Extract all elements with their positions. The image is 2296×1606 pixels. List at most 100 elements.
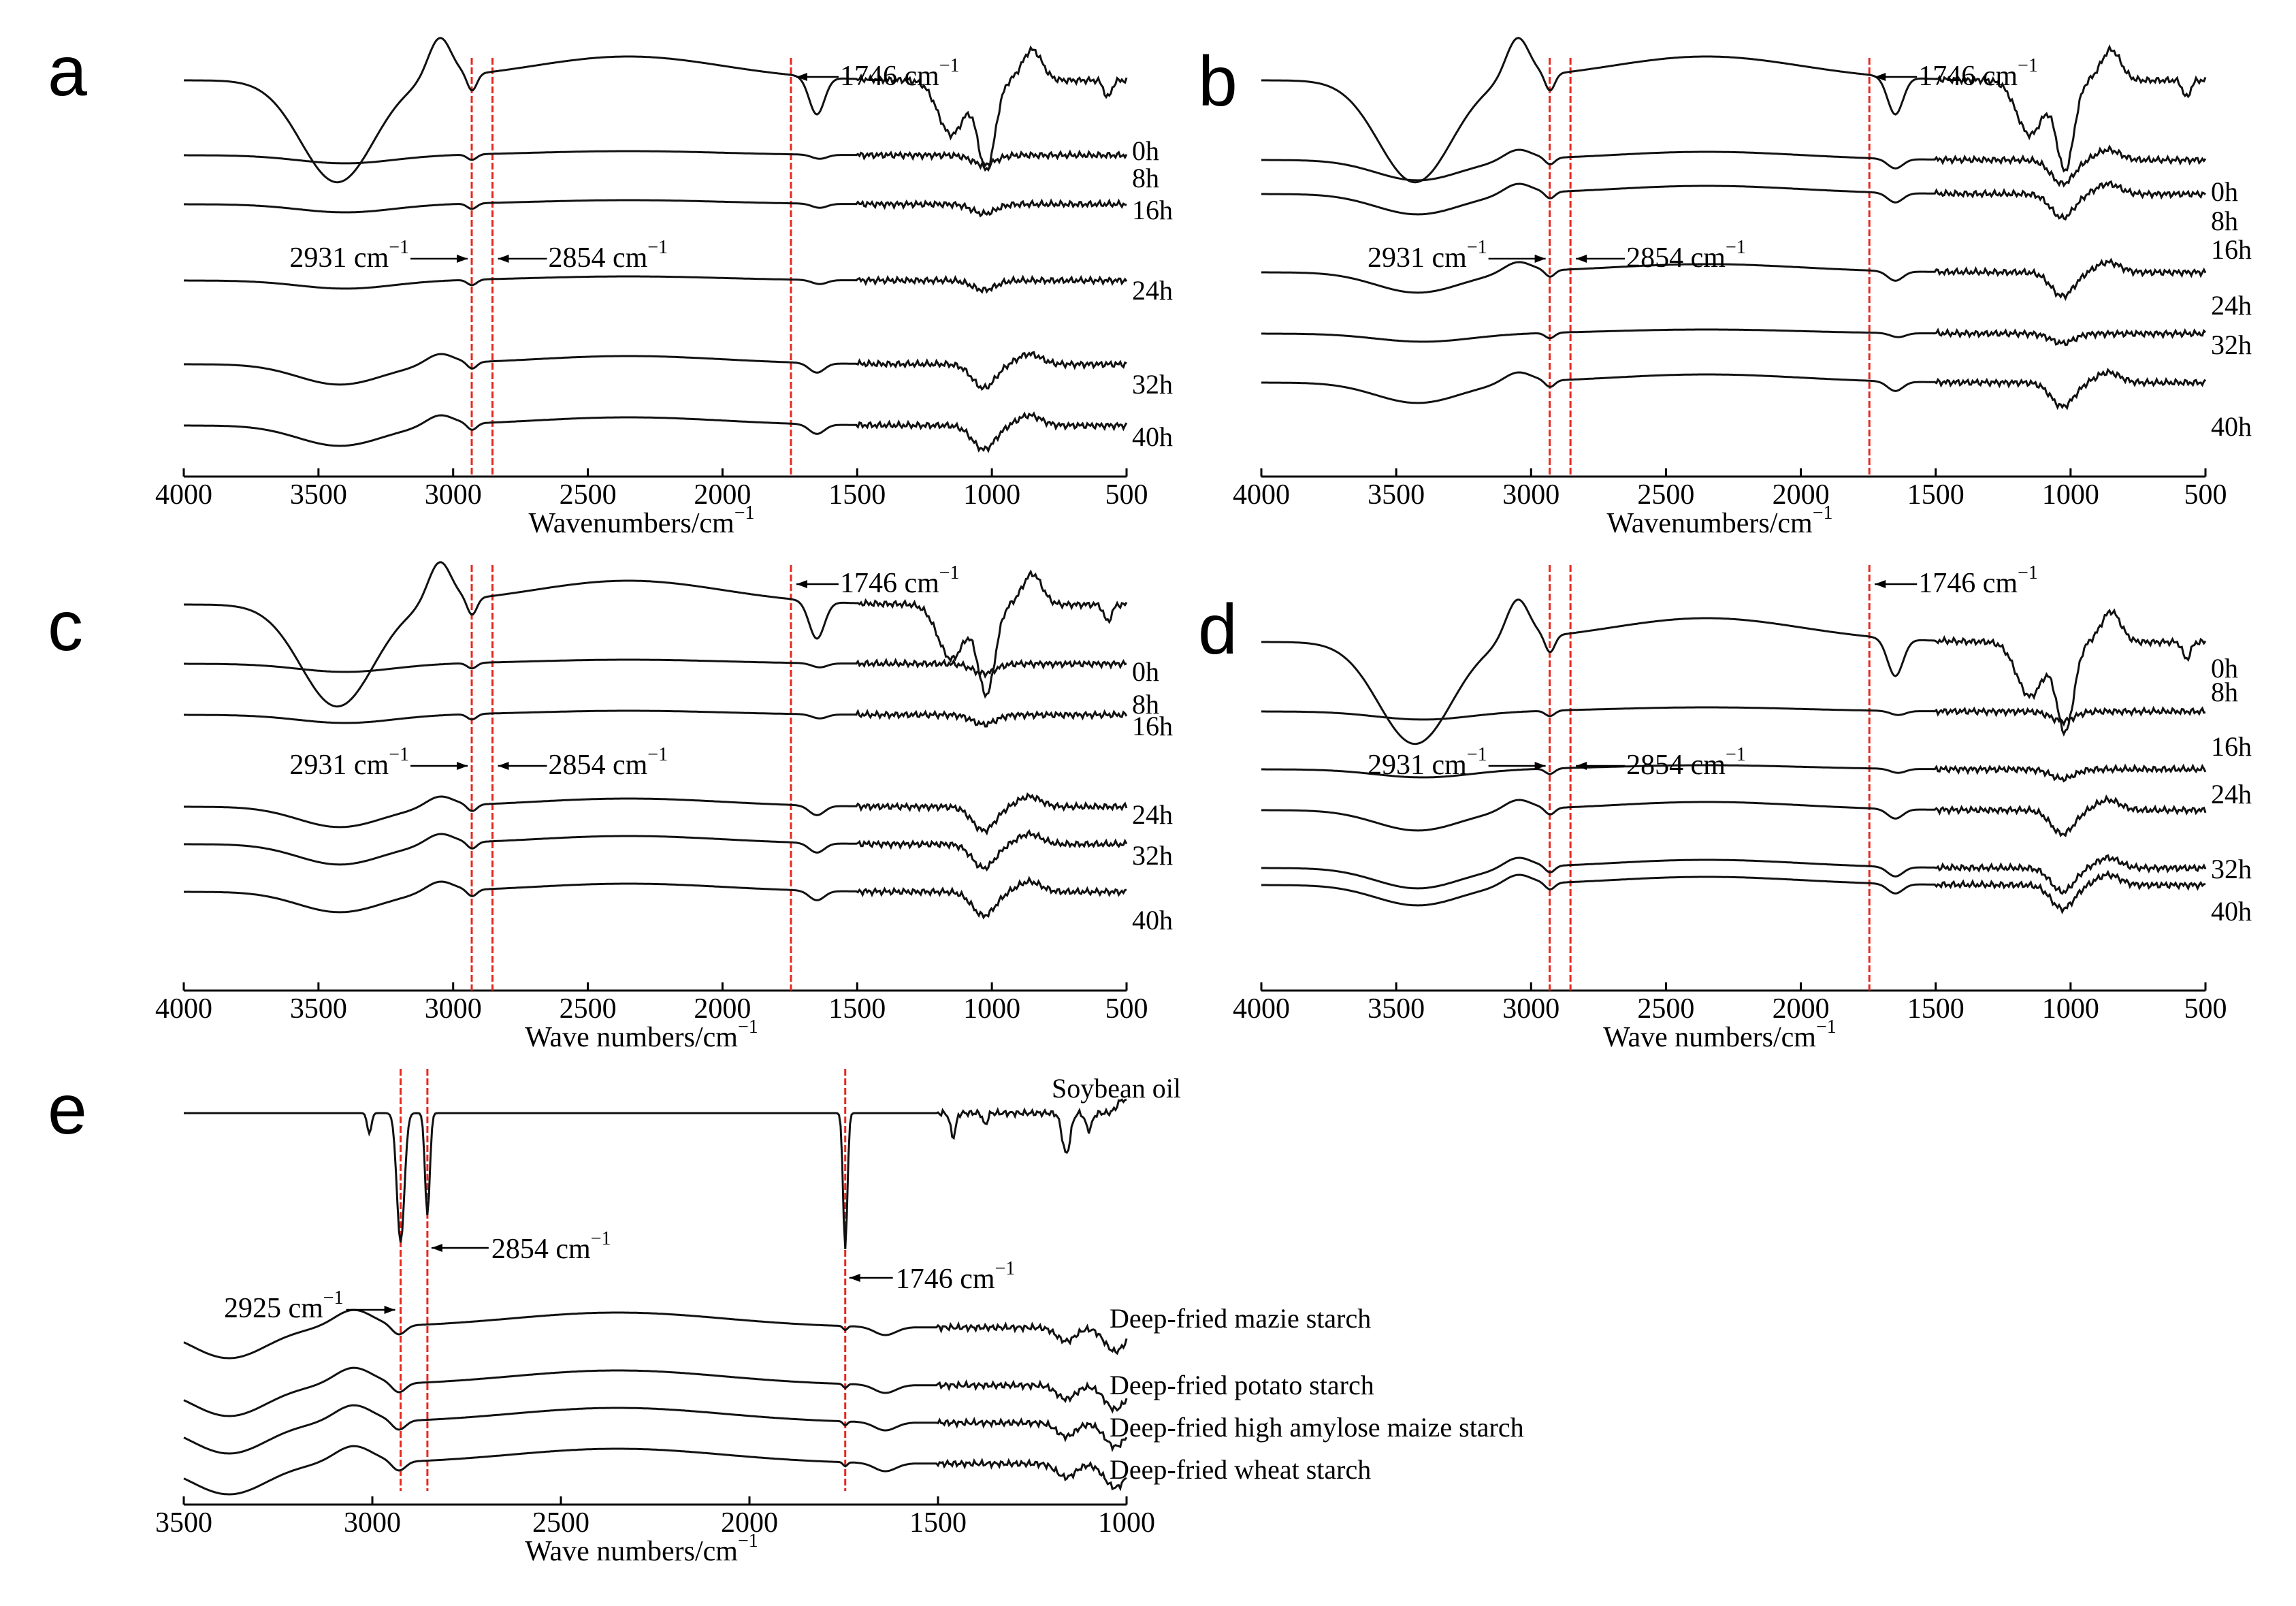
x-tick-label: 3000 bbox=[425, 479, 482, 511]
x-tick-label: 2000 bbox=[694, 479, 751, 511]
series-label: 24h bbox=[1132, 799, 1173, 830]
spectrum-32h bbox=[1261, 854, 2207, 895]
x-tick-label: 1000 bbox=[2042, 993, 2099, 1025]
x-tick-label: 3500 bbox=[290, 993, 347, 1025]
spectrum-24h bbox=[1261, 794, 2207, 837]
series-label: 8h bbox=[2211, 206, 2238, 236]
series-label: 32h bbox=[1132, 369, 1173, 400]
spectrum-8h bbox=[1261, 144, 2207, 188]
x-tick-label: 1500 bbox=[828, 993, 886, 1025]
series-label: 16h bbox=[1132, 711, 1173, 741]
annotation-label: 1746 cm−1 bbox=[1918, 562, 2038, 599]
x-tick-label: 500 bbox=[1105, 993, 1148, 1025]
spectrum-8h bbox=[1261, 705, 2206, 727]
panel-letter-a: a bbox=[48, 32, 87, 111]
series-label: 32h bbox=[2211, 330, 2252, 360]
spectrum-24h bbox=[184, 792, 1128, 836]
x-tick-label: 1500 bbox=[1907, 479, 1964, 511]
annotation-label: 2931 cm−1 bbox=[1368, 744, 1487, 781]
series-label: 0h bbox=[2211, 653, 2238, 684]
series-label: 24h bbox=[1132, 275, 1173, 306]
arrow-head-icon bbox=[457, 762, 468, 770]
x-tick-label: 2500 bbox=[560, 993, 617, 1025]
panel-a: a 4000 3500 3000 2500 2000 1500 1000 500 Wavenumb… bbox=[48, 32, 1173, 539]
spectrum-40h bbox=[1261, 368, 2207, 411]
x-axis-title: Wave numbers/cm−1 bbox=[525, 1016, 758, 1053]
series-label: 24h bbox=[2211, 779, 2252, 809]
x-tick-label: 1000 bbox=[963, 993, 1020, 1025]
spectrum-16h bbox=[184, 198, 1127, 218]
x-tick-label: 2500 bbox=[532, 1507, 589, 1539]
spectrum-deep-fried-potato-starch bbox=[183, 1366, 1128, 1417]
annotation-label: 2931 cm−1 bbox=[1368, 237, 1487, 274]
spectrum-40h bbox=[184, 411, 1128, 453]
x-tick-label: 3000 bbox=[425, 993, 482, 1025]
spectrum-32h bbox=[184, 829, 1128, 872]
spectrum-8h bbox=[184, 149, 1128, 170]
spectrum-32h bbox=[184, 351, 1127, 391]
annotation-label: 2925 cm−1 bbox=[224, 1287, 344, 1324]
series-label: 40h bbox=[1132, 421, 1173, 452]
x-tick-label: 2000 bbox=[694, 993, 751, 1025]
x-tick-label: 1500 bbox=[828, 479, 886, 511]
x-tick-label: 2500 bbox=[1637, 479, 1694, 511]
spectrum-0h bbox=[184, 37, 1128, 184]
arrow-head-icon bbox=[457, 255, 468, 263]
x-tick-label: 3000 bbox=[1502, 993, 1559, 1025]
arrow-head-icon bbox=[384, 1306, 395, 1314]
x-axis-title: Wave numbers/cm−1 bbox=[1603, 1016, 1836, 1053]
spectrum-8h bbox=[184, 658, 1127, 679]
series-label: 32h bbox=[1132, 840, 1173, 871]
x-tick-label: 3500 bbox=[155, 1507, 212, 1539]
x-tick-label: 2000 bbox=[1773, 993, 1830, 1025]
series-label: 0h bbox=[1132, 656, 1159, 687]
spectrum-32h bbox=[1261, 327, 2207, 347]
panel-c: c 4000 3500 3000 2500 2000 1500 1000 500 Wave num… bbox=[48, 561, 1173, 1053]
spectrum-soybean-oil bbox=[184, 1098, 1127, 1249]
series-label: 16h bbox=[2211, 234, 2252, 265]
annotation-label: 2854 cm−1 bbox=[1626, 744, 1746, 781]
x-tick-label: 500 bbox=[2184, 479, 2227, 511]
series-label: 40h bbox=[2211, 411, 2252, 442]
panel-d: d 4000 3500 3000 2500 2000 1500 1000 500 Wave num… bbox=[1198, 562, 2252, 1053]
series-label: Deep-fried wheat starch bbox=[1110, 1454, 1371, 1485]
series-label: 16h bbox=[2211, 731, 2252, 762]
spectrum-0h bbox=[1261, 598, 2207, 745]
series-label: Deep-fried mazie starch bbox=[1110, 1303, 1371, 1334]
spectrum-16h bbox=[1261, 763, 2207, 783]
annotation-label: 1746 cm−1 bbox=[1918, 55, 2038, 92]
panel-letter-c: c bbox=[48, 587, 83, 666]
x-tick-label: 4000 bbox=[155, 479, 212, 511]
annotation-label: 2854 cm−1 bbox=[548, 744, 668, 781]
annotation-label: 2854 cm−1 bbox=[548, 237, 668, 274]
annotation-label: 1746 cm−1 bbox=[840, 562, 960, 599]
annotation-label: 1746 cm−1 bbox=[896, 1258, 1016, 1295]
x-tick-label: 2500 bbox=[560, 479, 617, 511]
x-axis-title: Wave numbers/cm−1 bbox=[525, 1530, 758, 1567]
series-label: 8h bbox=[1132, 689, 1159, 720]
panel-letter-b: b bbox=[1198, 42, 1238, 121]
x-tick-label: 3000 bbox=[1502, 479, 1559, 511]
panel-b: b 4000 3500 3000 2500 2000 1500 1000 500 Wavenumb… bbox=[1198, 37, 2252, 539]
spectrum-deep-fried-wheat-starch bbox=[183, 1445, 1127, 1496]
panel-letter-e: e bbox=[48, 1070, 87, 1149]
annotation-label: 1746 cm−1 bbox=[840, 55, 960, 92]
x-tick-label: 1000 bbox=[2042, 479, 2099, 511]
arrow-head-icon bbox=[1875, 580, 1886, 588]
arrow-head-icon bbox=[1875, 73, 1886, 81]
spectrum-0h bbox=[1261, 37, 2207, 184]
annotation-label: 2854 cm−1 bbox=[491, 1228, 611, 1265]
arrow-head-icon bbox=[1534, 762, 1546, 770]
spectrum-16h bbox=[1261, 180, 2206, 221]
arrow-head-icon bbox=[796, 73, 807, 81]
series-label: 8h bbox=[2211, 677, 2238, 707]
arrow-head-icon bbox=[1576, 762, 1587, 770]
series-label: 0h bbox=[1132, 135, 1159, 166]
spectrum-40h bbox=[184, 876, 1127, 920]
series-label: 32h bbox=[2211, 854, 2252, 884]
x-tick-label: 1500 bbox=[1907, 993, 1964, 1025]
series-label: 0h bbox=[2211, 176, 2238, 207]
arrow-head-icon bbox=[1534, 255, 1546, 263]
arrow-head-icon bbox=[498, 762, 509, 770]
